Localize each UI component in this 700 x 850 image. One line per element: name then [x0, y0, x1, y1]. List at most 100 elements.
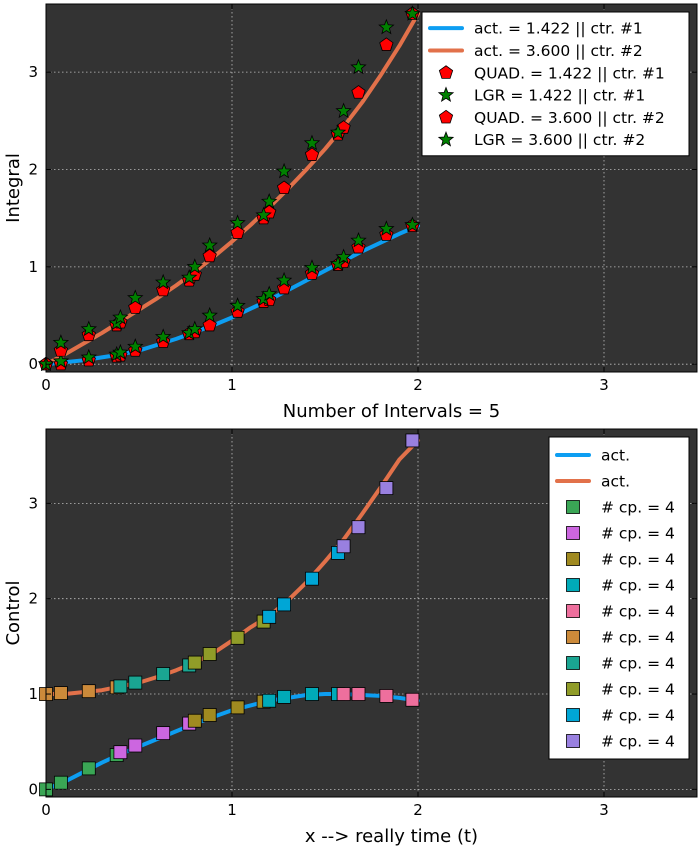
- legend-item: # cp. = 4: [566, 551, 675, 569]
- legend-label: # cp. = 4: [601, 707, 675, 725]
- legend-label: LGR = 1.422 || ctr. #1: [474, 87, 645, 105]
- data-point: [230, 630, 245, 645]
- data-point: [181, 268, 198, 285]
- y-axis-label: Control: [3, 580, 24, 645]
- data-point: [351, 687, 366, 701]
- data-point: [276, 180, 292, 195]
- legend-label: QUAD. = 3.600 || ctr. #2: [474, 109, 665, 127]
- data-point: [80, 320, 97, 337]
- legend-item: # cp. = 4: [566, 707, 675, 725]
- data-point: [304, 147, 320, 161]
- legend-marker-swatch: [566, 604, 580, 618]
- legend: act. act. # cp. = 4 # cp. = 4 # cp. = 4 # cp.…: [548, 436, 690, 760]
- legend-box: [421, 11, 690, 157]
- data-point: [128, 675, 143, 690]
- data-point: [52, 334, 70, 350]
- y-tick-label: 2: [28, 161, 38, 179]
- legend-item: # cp. = 4: [566, 525, 675, 543]
- legend: act. = 1.422 || ctr. #1 act. = 3.600 || c…: [421, 11, 690, 157]
- data-point: [336, 687, 351, 701]
- legend-label: # cp. = 4: [601, 499, 675, 517]
- data-point: [186, 320, 203, 337]
- data-point: [201, 236, 218, 253]
- data-point: [156, 667, 171, 681]
- legend-label: # cp. = 4: [601, 525, 675, 543]
- x-tick-label: 2: [413, 376, 423, 394]
- data-point: [53, 775, 68, 790]
- data-point: [335, 102, 352, 119]
- data-point: [379, 689, 394, 703]
- data-point: [277, 689, 291, 704]
- data-point: [303, 259, 321, 275]
- legend-marker-swatch: [566, 552, 580, 566]
- data-point: [113, 679, 128, 694]
- legend-item: LGR = 3.600 || ctr. #2: [437, 131, 645, 149]
- y-tick-label: 3: [28, 63, 38, 81]
- legend-item: # cp. = 4: [566, 603, 675, 621]
- legend-item: act.: [555, 473, 630, 491]
- legend-label: # cp. = 4: [601, 681, 675, 699]
- data-point: [262, 609, 277, 624]
- legend-marker-swatch: [437, 86, 455, 103]
- legend-label: # cp. = 4: [601, 551, 675, 569]
- data-point: [329, 255, 347, 271]
- data-point: [230, 225, 245, 239]
- plot-frame: [45, 428, 698, 798]
- data-point: [379, 481, 394, 496]
- data-point: [53, 686, 68, 700]
- data-point: [350, 58, 367, 75]
- legend-item: # cp. = 4: [566, 577, 675, 595]
- legend-marker-swatch: [566, 656, 580, 670]
- chart-1: 0 1 2 3 0 1 2 3 Number of Intervals = 5 Integral a…: [3, 3, 698, 422]
- y-tick-label: 0: [28, 780, 38, 798]
- y-tick-label: 1: [28, 685, 38, 703]
- data-point: [80, 348, 97, 365]
- data-point: [329, 123, 347, 140]
- legend-box: [548, 436, 690, 760]
- data-point: [81, 684, 96, 699]
- data-point: [128, 300, 143, 314]
- curve-1: [44, 223, 420, 367]
- data-point: [52, 352, 70, 369]
- data-point: [378, 18, 395, 35]
- data-point: [154, 273, 172, 290]
- data-point: [156, 726, 171, 741]
- y-axis-label: Integral: [3, 153, 24, 223]
- x-tick-label: 0: [41, 801, 51, 819]
- legend-marker-swatch: [566, 708, 580, 722]
- data-point: [303, 134, 321, 151]
- data-point: [229, 214, 246, 231]
- legend-item: # cp. = 4: [566, 733, 675, 751]
- legend-label: # cp. = 4: [601, 733, 675, 751]
- y-tick-label: 2: [28, 590, 38, 608]
- legend-item: QUAD. = 3.600 || ctr. #2: [438, 109, 665, 127]
- legend-marker-swatch: [566, 500, 580, 514]
- legend-marker-swatch: [566, 578, 580, 592]
- legend-marker-swatch: [438, 109, 454, 124]
- y-tick-label: 1: [28, 258, 38, 276]
- legend-marker-swatch: [437, 131, 455, 147]
- legend-marker-swatch: [566, 630, 580, 644]
- x-tick-label: 0: [41, 376, 51, 394]
- data-point: [277, 597, 291, 612]
- legend-item: # cp. = 4: [566, 499, 675, 517]
- data-point: [255, 206, 272, 223]
- x-tick-label: 1: [227, 801, 237, 819]
- data-point: [261, 193, 278, 209]
- data-point: [405, 692, 420, 707]
- data-point: [113, 745, 128, 760]
- legend-label: LGR = 3.600 || ctr. #2: [474, 131, 645, 149]
- data-point: [186, 258, 203, 274]
- plot-frame: [45, 3, 698, 373]
- data-point: [187, 655, 202, 670]
- legend-label: act.: [601, 473, 630, 491]
- x-tick-label: 3: [599, 376, 609, 394]
- legend-item: act. = 3.600 || ctr. #2: [428, 42, 643, 60]
- legend-label: # cp. = 4: [601, 603, 675, 621]
- legend-label: # cp. = 4: [601, 629, 675, 647]
- data-point: [305, 571, 319, 586]
- legend-label: act.: [601, 447, 630, 465]
- data-point: [261, 285, 278, 302]
- curve-2: [44, 11, 420, 367]
